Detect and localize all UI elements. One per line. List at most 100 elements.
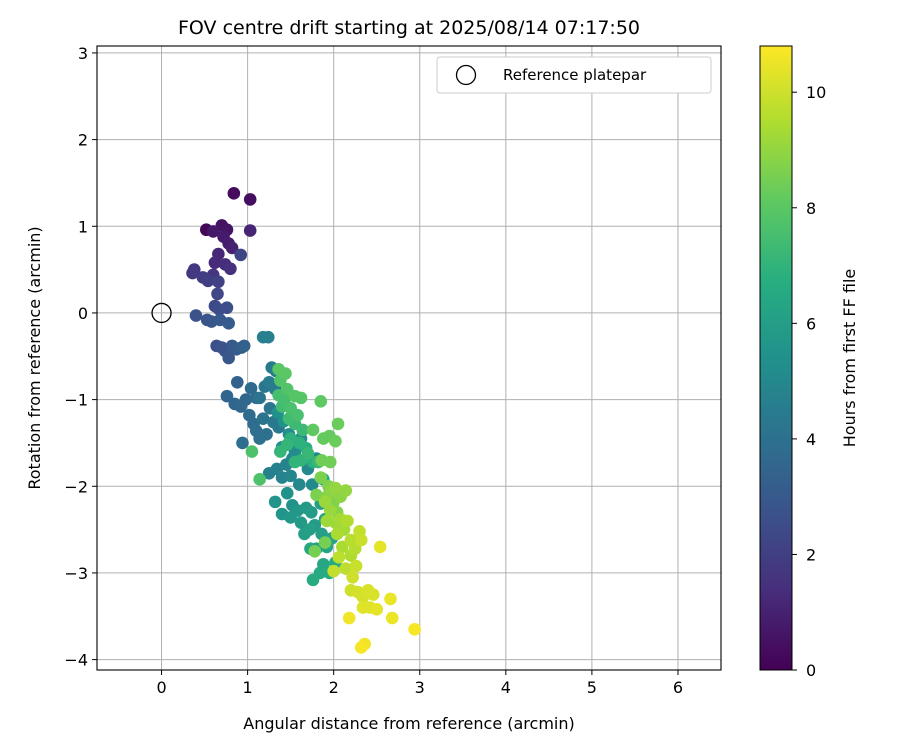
data-point bbox=[261, 330, 275, 344]
colorbar-tick-label: 4 bbox=[806, 430, 816, 449]
data-point bbox=[349, 559, 363, 573]
data-point bbox=[303, 523, 316, 536]
data-point bbox=[314, 471, 328, 484]
data-point bbox=[318, 536, 332, 549]
data-point bbox=[234, 248, 248, 262]
legend-box bbox=[436, 56, 712, 94]
legend: Reference platepar bbox=[436, 56, 712, 94]
data-point bbox=[274, 445, 287, 458]
data-point bbox=[294, 391, 308, 405]
x-axis-ticks: 0 1 2 3 4 5 6 bbox=[156, 670, 683, 697]
y-tick-label: 3 bbox=[78, 44, 88, 63]
data-point bbox=[268, 495, 282, 509]
data-point bbox=[346, 570, 359, 584]
data-point bbox=[256, 412, 270, 425]
data-point bbox=[186, 266, 199, 280]
chart-title: FOV centre drift starting at 2025/08/14 … bbox=[178, 17, 640, 39]
data-point bbox=[201, 274, 215, 288]
legend-marker bbox=[455, 64, 477, 86]
x-tick-label: 6 bbox=[673, 678, 683, 697]
data-point bbox=[408, 622, 421, 636]
scatter-points bbox=[186, 187, 421, 654]
data-point bbox=[306, 423, 320, 437]
plot-frame bbox=[96, 45, 722, 671]
y-tick-label: 1 bbox=[78, 217, 88, 236]
x-tick-label: 2 bbox=[329, 678, 339, 697]
data-point bbox=[329, 434, 342, 448]
data-point bbox=[314, 395, 328, 408]
data-point bbox=[294, 516, 308, 529]
data-point bbox=[320, 514, 334, 528]
colorbar-tick-label: 10 bbox=[806, 83, 826, 102]
data-point bbox=[225, 241, 239, 255]
data-point bbox=[288, 455, 302, 469]
data-point bbox=[189, 309, 203, 322]
data-point bbox=[342, 611, 356, 625]
data-point bbox=[335, 540, 349, 554]
data-point bbox=[212, 275, 225, 289]
y-tick-label: 2 bbox=[78, 131, 88, 150]
data-point bbox=[245, 445, 259, 458]
data-point bbox=[331, 417, 345, 431]
data-point bbox=[243, 224, 257, 237]
data-point bbox=[224, 262, 237, 276]
data-point bbox=[211, 287, 224, 301]
y-tick-label: −3 bbox=[64, 564, 88, 583]
data-point bbox=[327, 564, 340, 578]
y-axis-ticks: 3 2 1 0 −1 −2 −3 −4 bbox=[64, 44, 97, 670]
data-point bbox=[253, 391, 266, 405]
data-point bbox=[305, 505, 318, 519]
data-point bbox=[220, 301, 234, 315]
reference-marker bbox=[151, 302, 172, 324]
data-point bbox=[230, 375, 244, 389]
x-tick-label: 1 bbox=[243, 678, 253, 697]
x-tick-label: 3 bbox=[415, 678, 425, 697]
data-point bbox=[284, 469, 297, 483]
y-tick-label: −1 bbox=[64, 391, 88, 410]
data-point bbox=[329, 481, 342, 495]
data-point bbox=[253, 473, 266, 486]
y-tick-label: −2 bbox=[64, 477, 88, 496]
data-point bbox=[239, 393, 253, 406]
data-point bbox=[323, 504, 337, 517]
colorbar bbox=[759, 45, 793, 671]
data-point bbox=[206, 225, 220, 238]
grid bbox=[97, 46, 721, 670]
data-point bbox=[332, 551, 346, 564]
data-point bbox=[385, 611, 399, 625]
data-point bbox=[222, 351, 235, 365]
data-point bbox=[279, 367, 292, 380]
colorbar-tick-label: 8 bbox=[806, 199, 816, 218]
data-point bbox=[292, 478, 306, 491]
data-point bbox=[291, 408, 304, 422]
data-point bbox=[227, 187, 241, 200]
data-point bbox=[384, 592, 397, 606]
data-point bbox=[370, 603, 384, 616]
colorbar-tick-label: 2 bbox=[806, 545, 816, 564]
x-axis-label: Angular distance from reference (arcmin) bbox=[243, 714, 574, 733]
data-point bbox=[339, 484, 353, 497]
data-point bbox=[366, 588, 380, 601]
data-point bbox=[237, 339, 251, 353]
colorbar-tick-label: 0 bbox=[806, 661, 816, 680]
x-tick-label: 0 bbox=[156, 678, 166, 697]
y-axis-label: Rotation from reference (arcmin) bbox=[25, 226, 44, 489]
legend-entry: Reference platepar bbox=[503, 66, 647, 84]
data-point bbox=[330, 527, 344, 541]
data-point bbox=[341, 514, 354, 528]
data-point bbox=[280, 486, 294, 500]
data-point bbox=[222, 317, 235, 330]
colorbar-ticks: 0 2 4 6 8 10 bbox=[792, 83, 826, 680]
data-point bbox=[305, 478, 319, 491]
data-point bbox=[354, 533, 368, 547]
x-tick-label: 5 bbox=[587, 678, 597, 697]
data-point bbox=[243, 193, 257, 206]
y-tick-label: 0 bbox=[78, 304, 88, 323]
data-point bbox=[308, 544, 322, 558]
data-point bbox=[339, 562, 353, 575]
data-point bbox=[310, 488, 323, 502]
data-point bbox=[244, 382, 258, 395]
data-point bbox=[220, 389, 234, 403]
colorbar-label: Hours from first FF file bbox=[840, 269, 859, 448]
